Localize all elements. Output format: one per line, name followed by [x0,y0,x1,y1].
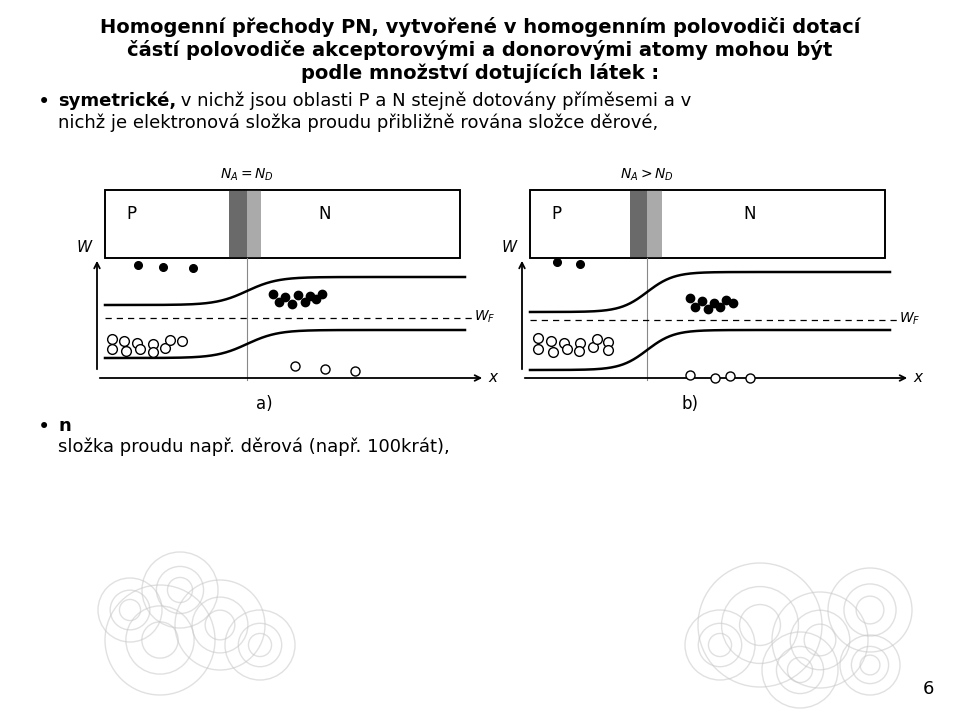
Bar [247,190,261,258]
Text: $W$: $W$ [501,239,519,255]
Bar [229,190,247,258]
Bar [530,190,885,258]
Text: P: P [127,205,136,223]
Text: 6: 6 [923,680,934,698]
Text: podle množství dotujících látek :: podle množství dotujících látek : [300,63,660,83]
Text: •: • [38,417,50,437]
Text: n: n [58,417,71,435]
Text: $N_A = N_D$: $N_A = N_D$ [220,166,274,183]
Bar [105,190,460,258]
Text: složka proudu např. děrová (např. 100krát),: složka proudu např. děrová (např. 100krá… [58,437,449,456]
Bar [530,190,885,258]
Text: $N_A > N_D$: $N_A > N_D$ [620,166,674,183]
Bar [647,190,661,258]
Text: $x$: $x$ [913,371,924,385]
Text: a): a) [256,395,273,413]
Text: N: N [318,205,330,223]
Text: $W_F$: $W_F$ [899,311,921,327]
Text: $W$: $W$ [77,239,94,255]
Text: b): b) [682,395,698,413]
Text: •: • [38,92,50,112]
Text: Homogenní přechody PN, vytvořené v homogenním polovodiči dotací: Homogenní přechody PN, vytvořené v homog… [100,17,860,37]
Text: $W_F$: $W_F$ [474,309,495,325]
Text: $x$: $x$ [488,371,499,385]
Text: nichž je elektronová složka proudu přibližně rována složce děrové,: nichž je elektronová složka proudu přibl… [58,113,659,132]
Text: symetrické,: symetrické, [58,92,177,110]
Text: v nichž jsou oblasti P a N stejně dotovány příměsemi a v: v nichž jsou oblasti P a N stejně dotová… [175,92,691,110]
Text: N: N [743,205,756,223]
Bar [630,190,647,258]
Bar [105,190,460,258]
Text: P: P [551,205,562,223]
Text: částí polovodiče akceptorovými a donorovými atomy mohou být: částí polovodiče akceptorovými a donorov… [128,40,832,60]
